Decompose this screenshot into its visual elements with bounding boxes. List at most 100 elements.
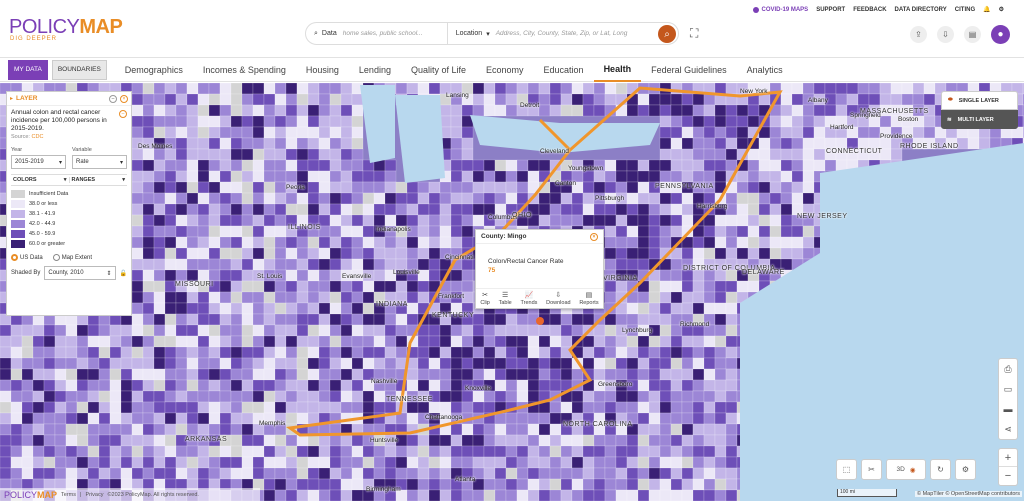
county-cell	[340, 401, 353, 414]
layer-description-block: Annual colon and rectal cancer incidence…	[7, 106, 131, 144]
zoom-in-icon[interactable]: +	[999, 449, 1017, 467]
data-directory-link[interactable]: DATA DIRECTORY	[894, 6, 947, 13]
location-search-input[interactable]: Address, City, County, State, Zip, or La…	[495, 30, 628, 37]
colors-dropdown[interactable]: COLORS ▾	[11, 177, 69, 183]
county-cell	[351, 324, 364, 337]
us-data-radio[interactable]: US Data	[11, 254, 43, 261]
county-cell	[252, 126, 265, 139]
county-cell	[307, 445, 320, 458]
support-link[interactable]: SUPPORT	[816, 6, 846, 13]
county-cell	[648, 192, 661, 205]
county-cell	[164, 181, 177, 194]
reports-action[interactable]: ▤ Reports	[579, 291, 598, 306]
county-cell	[659, 170, 672, 183]
report-icon[interactable]: ▤	[964, 26, 981, 43]
tab-analytics[interactable]: Analytics	[746, 64, 783, 75]
upload-icon[interactable]: ⇪	[910, 26, 927, 43]
year-select[interactable]: 2015-2019 ▾	[11, 155, 66, 169]
county-cell	[120, 368, 133, 381]
tab-demographics[interactable]: Demographics	[124, 64, 183, 75]
tab-quality-of-life[interactable]: Quality of Life	[410, 64, 466, 75]
county-cell	[241, 137, 254, 150]
search-go-button[interactable]: ⌕	[658, 25, 676, 43]
county-cell	[285, 93, 298, 106]
county-cell	[197, 247, 210, 260]
map-canvas[interactable]	[0, 83, 1024, 501]
source-link[interactable]: CDC	[31, 134, 44, 140]
county-cell	[703, 412, 716, 425]
single-layer-button[interactable]: ⬬ SINGLE LAYER	[941, 91, 1018, 110]
county-cell	[857, 126, 870, 139]
fullscreen-icon[interactable]: ⛶	[690, 26, 699, 40]
scissors-icon[interactable]: ✂	[861, 459, 882, 480]
feedback-link[interactable]: FEEDBACK	[853, 6, 887, 13]
county-cell	[307, 412, 320, 425]
tab-lending[interactable]: Lending	[358, 64, 391, 75]
county-cell	[395, 313, 408, 326]
county-cell	[450, 181, 463, 194]
county-cell	[802, 83, 815, 95]
location-dropdown[interactable]: Location ▾	[456, 30, 490, 38]
download-label: Download	[546, 300, 571, 306]
boundaries-button[interactable]: BOUNDARIES	[51, 59, 107, 80]
download-action[interactable]: ⇩ Download	[546, 291, 570, 306]
county-cell	[32, 368, 45, 381]
close-icon[interactable]: ×	[120, 94, 128, 103]
reset-icon[interactable]: ↻	[930, 459, 951, 480]
terms-link[interactable]: Terms	[61, 491, 76, 498]
county-cell	[472, 368, 485, 381]
tab-health[interactable]: Health	[593, 58, 642, 82]
clip-action[interactable]: ✂ Clip	[480, 291, 489, 306]
tab-economy[interactable]: Economy	[486, 64, 524, 75]
collapse-description-icon[interactable]: –	[119, 110, 127, 118]
county-cell	[626, 214, 639, 227]
table-action[interactable]: ☰ Table	[499, 291, 512, 306]
bell-icon[interactable]: 🔔	[983, 7, 991, 13]
tab-federal-guidelines[interactable]: Federal Guidelines	[651, 64, 727, 75]
3d-compass-button[interactable]: 3D ◉	[886, 459, 926, 480]
settings-icon[interactable]: ⚙	[998, 7, 1004, 13]
select-tool-icon[interactable]: ⬚	[836, 459, 857, 480]
settings-icon[interactable]: ⚙	[955, 459, 976, 480]
county-cell	[813, 148, 826, 161]
county-cell	[76, 357, 89, 370]
tab-housing[interactable]: Housing	[305, 64, 339, 75]
covid-maps-link[interactable]: COVID-19 MAPS	[752, 6, 808, 13]
county-cell	[274, 445, 287, 458]
county-cell	[472, 104, 485, 117]
download-icon[interactable]: ⇩	[937, 26, 954, 43]
save-icon[interactable]: ▭	[1003, 383, 1013, 394]
close-icon[interactable]: ×	[590, 232, 598, 241]
my-data-button[interactable]: MY DATA	[8, 59, 48, 80]
county-cell	[571, 434, 584, 447]
folder-icon[interactable]: ▬	[1003, 404, 1013, 414]
county-cell	[329, 434, 342, 447]
county-cell	[406, 489, 419, 501]
print-icon[interactable]: ⎙	[1004, 363, 1012, 374]
privacy-link[interactable]: Privacy	[85, 491, 104, 498]
county-cell	[626, 456, 639, 469]
data-search-input[interactable]: home sales, public school...	[342, 30, 423, 37]
citing-link[interactable]: CITING	[954, 6, 976, 13]
multi-layer-button[interactable]: ≋ MULTI LAYER	[941, 110, 1018, 129]
trends-action[interactable]: 📈 Trends	[520, 291, 537, 306]
variable-select[interactable]: Rate ▾	[72, 155, 127, 169]
county-cell	[318, 181, 331, 194]
county-cell	[186, 346, 199, 359]
county-cell	[615, 159, 628, 172]
tab-education[interactable]: Education	[543, 64, 584, 75]
county-cell	[340, 115, 353, 128]
minimize-icon[interactable]: –	[109, 94, 117, 103]
tab-incomes-spending[interactable]: Incomes & Spending	[202, 64, 286, 75]
share-icon[interactable]: ⋖	[1004, 423, 1012, 434]
shaded-by-select[interactable]: County, 2010 ⇕	[44, 266, 116, 281]
zoom-out-icon[interactable]: −	[1004, 470, 1012, 482]
county-cell	[450, 137, 463, 150]
county-cell	[186, 137, 199, 150]
county-cell	[131, 445, 144, 458]
policymap-logo[interactable]: POLICYMAP DIG DEEPER	[9, 17, 123, 42]
map-extent-radio[interactable]: Map Extent	[52, 254, 92, 261]
ranges-dropdown[interactable]: RANGES ▾	[68, 177, 128, 183]
unlock-icon[interactable]: 🔓	[119, 270, 127, 277]
user-avatar-icon[interactable]: ●	[991, 25, 1010, 44]
